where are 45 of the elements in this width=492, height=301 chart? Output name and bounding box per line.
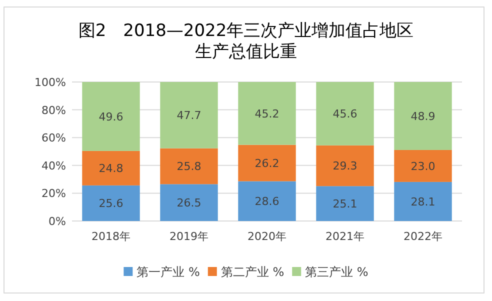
y-tick-label: 100% bbox=[34, 76, 66, 89]
data-label: 29.3 bbox=[332, 160, 358, 173]
bar bbox=[238, 181, 296, 221]
x-tick-label: 2021年 bbox=[326, 230, 364, 243]
bar bbox=[394, 182, 452, 221]
data-label: 26.5 bbox=[176, 196, 202, 210]
bar bbox=[238, 82, 296, 145]
data-label: 48.9 bbox=[410, 110, 436, 123]
x-tick-label: 2019年 bbox=[170, 230, 208, 243]
bar bbox=[160, 184, 218, 221]
bar bbox=[316, 145, 374, 186]
y-tick-label: 80% bbox=[42, 104, 66, 117]
data-label: 25.1 bbox=[332, 198, 358, 211]
bar bbox=[316, 186, 374, 221]
legend-label: 第二产业 % bbox=[220, 265, 284, 279]
data-label: 25.6 bbox=[98, 197, 124, 210]
data-label: 26.2 bbox=[254, 157, 280, 170]
title: 图2 2018—2022年三次产业增加值占地区生产总值比重 bbox=[78, 21, 414, 62]
data-label: 45.6 bbox=[332, 108, 358, 121]
data-label: 25.8 bbox=[176, 160, 202, 174]
data-label: 23.0 bbox=[410, 160, 436, 173]
x-tick-label: 2018年 bbox=[92, 230, 130, 243]
data-label: 28.1 bbox=[410, 195, 436, 208]
bar bbox=[394, 82, 452, 150]
bar bbox=[82, 150, 140, 186]
data-label: 45.2 bbox=[254, 107, 280, 120]
y-tick-label: 20% bbox=[42, 187, 66, 200]
legend-label: 第三产业 % bbox=[305, 265, 368, 279]
data-label: 28.6 bbox=[254, 195, 280, 208]
y-tick-label: 0% bbox=[48, 215, 66, 228]
bar bbox=[316, 82, 374, 146]
bar bbox=[82, 82, 140, 151]
bar bbox=[82, 185, 140, 221]
data-label: 49.6 bbox=[98, 110, 124, 124]
bar bbox=[160, 82, 218, 148]
data-label: 24.8 bbox=[98, 162, 124, 176]
bar bbox=[160, 148, 218, 184]
bar bbox=[394, 150, 452, 182]
y-tick-label: 60% bbox=[42, 132, 66, 145]
x-tick-label: 2022年 bbox=[404, 230, 442, 243]
y-tick-label: 40% bbox=[42, 159, 66, 172]
bar bbox=[238, 144, 296, 182]
x-tick-label: 2020年 bbox=[248, 230, 286, 243]
legend-label: 第一产业 % bbox=[136, 265, 200, 279]
data-label: 47.7 bbox=[176, 109, 202, 122]
